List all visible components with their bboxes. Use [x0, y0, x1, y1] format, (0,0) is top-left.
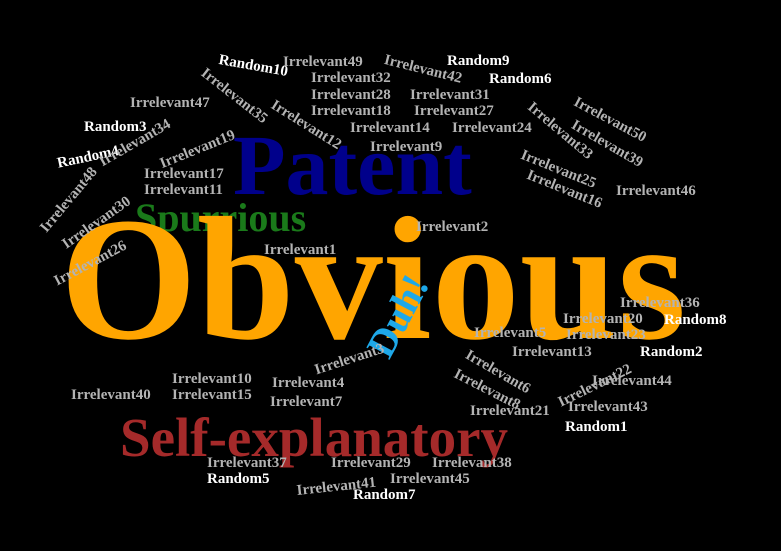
word-irrelevant15: Irrelevant15	[172, 387, 252, 403]
word-irrelevant31: Irrelevant31	[410, 87, 490, 103]
word-patent: Patent	[233, 117, 472, 213]
word-irrelevant37: Irrelevant37	[207, 455, 287, 471]
word-irrelevant14: Irrelevant14	[350, 120, 430, 136]
word-irrelevant45: Irrelevant45	[390, 471, 470, 487]
word-irrelevant40: Irrelevant40	[71, 387, 151, 403]
word-random2: Random2	[640, 344, 703, 360]
word-irrelevant36: Irrelevant36	[620, 295, 700, 311]
word-irrelevant32: Irrelevant32	[311, 70, 391, 86]
word-irrelevant28: Irrelevant28	[311, 87, 391, 103]
word-irrelevant13: Irrelevant13	[512, 344, 592, 360]
word-irrelevant18: Irrelevant18	[311, 103, 391, 119]
word-irrelevant11: Irrelevant11	[144, 182, 223, 198]
word-random10: Random10	[217, 52, 290, 80]
word-irrelevant49: Irrelevant49	[283, 54, 363, 70]
word-random6: Random6	[489, 71, 552, 87]
word-irrelevant17: Irrelevant17	[144, 166, 224, 182]
word-irrelevant10: Irrelevant10	[172, 371, 252, 387]
word-random5: Random5	[207, 471, 270, 487]
word-self-explanatory: Self-explanatory	[120, 407, 509, 468]
word-irrelevant44: Irrelevant44	[592, 373, 672, 389]
word-irrelevant21: Irrelevant21	[470, 403, 550, 419]
word-irrelevant38: Irrelevant38	[432, 455, 512, 471]
word-random1: Random1	[565, 419, 628, 435]
word-irrelevant5: Irrelevant5	[474, 325, 547, 341]
word-random3: Random3	[84, 119, 147, 135]
word-obvious: Obvious	[60, 182, 687, 377]
word-irrelevant43: Irrelevant43	[568, 399, 648, 415]
word-irrelevant46: Irrelevant46	[616, 183, 696, 199]
word-irrelevant9: Irrelevant9	[370, 139, 443, 155]
word-irrelevant29: Irrelevant29	[331, 455, 411, 471]
word-irrelevant27: Irrelevant27	[414, 103, 494, 119]
word-random8: Random8	[664, 312, 727, 328]
word-irrelevant23: Irrelevant23	[566, 327, 646, 343]
word-irrelevant1: Irrelevant1	[264, 242, 337, 258]
word-irrelevant7: Irrelevant7	[270, 394, 343, 410]
word-irrelevant47: Irrelevant47	[130, 95, 210, 111]
word-irrelevant2: Irrelevant2	[416, 219, 489, 235]
word-spurrious: Spurrious	[135, 195, 307, 240]
word-irrelevant4: Irrelevant4	[272, 375, 345, 391]
word-irrelevant24: Irrelevant24	[452, 120, 532, 136]
word-random7: Random7	[353, 487, 416, 503]
word-random9: Random9	[447, 53, 510, 69]
word-irrelevant20: Irrelevant20	[563, 311, 643, 327]
